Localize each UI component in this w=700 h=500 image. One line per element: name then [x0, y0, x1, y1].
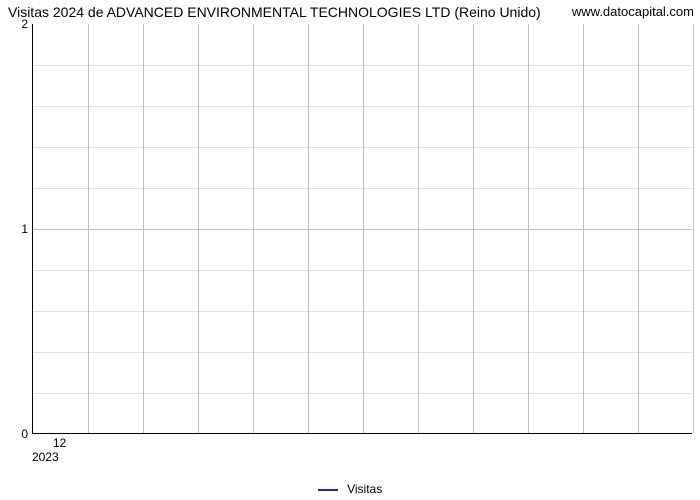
legend-swatch	[318, 489, 338, 491]
grid-major-v	[418, 24, 419, 433]
grid-major-v	[583, 24, 584, 433]
x-tick-label: 12	[50, 436, 70, 450]
chart-title-right: www.datocapital.com	[572, 4, 694, 19]
y-tick-label: 2	[4, 17, 28, 31]
grid-major-v	[693, 24, 694, 433]
chart-plot-area	[32, 24, 692, 434]
legend-label: Visitas	[347, 482, 382, 496]
grid-major-v	[528, 24, 529, 433]
chart-legend: Visitas	[0, 482, 700, 496]
grid-major-v	[363, 24, 364, 433]
grid-major-v	[473, 24, 474, 433]
grid-major-v	[143, 24, 144, 433]
grid-major-v	[198, 24, 199, 433]
grid-major-v	[308, 24, 309, 433]
y-tick-label: 1	[4, 222, 28, 236]
chart-title-left: Visitas 2024 de ADVANCED ENVIRONMENTAL T…	[8, 4, 541, 20]
y-tick-label: 0	[4, 427, 28, 441]
grid-major-v	[88, 24, 89, 433]
grid-major-v	[638, 24, 639, 433]
x-year-label: 2023	[32, 450, 59, 464]
grid-major-v	[253, 24, 254, 433]
